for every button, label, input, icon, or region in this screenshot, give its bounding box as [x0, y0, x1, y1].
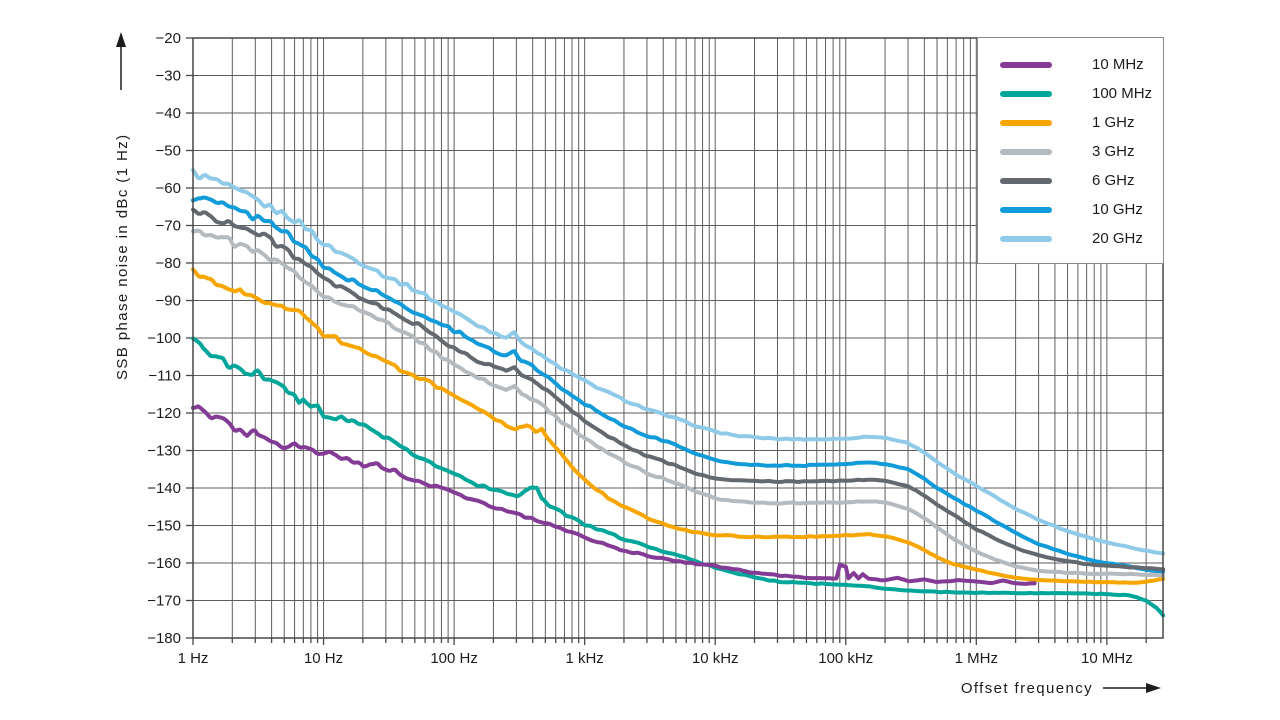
curve-10-mhz — [191, 404, 1037, 586]
y-tick-label: −130 — [147, 443, 181, 460]
curves — [191, 168, 1165, 618]
curve-3-ghz — [191, 228, 1165, 578]
y-tick-label: −90 — [156, 293, 181, 310]
legend-item-10-mhz: 10 MHz — [1000, 50, 1163, 79]
x-tick-label: 10 kHz — [692, 650, 739, 667]
legend-label: 3 GHz — [1092, 143, 1135, 160]
legend-swatch — [1000, 177, 1052, 184]
legend-swatch — [1000, 148, 1052, 155]
legend-label: 100 MHz — [1092, 85, 1153, 102]
y-tick-label: −110 — [148, 368, 181, 385]
y-tick-label: −40 — [156, 105, 181, 122]
y-tick-label: −60 — [156, 180, 181, 197]
legend-item-100-mhz: 100 MHz — [1000, 79, 1163, 108]
legend-item-3-ghz: 3 GHz — [1000, 137, 1163, 166]
legend-label: 10 GHz — [1092, 201, 1143, 218]
legend-label: 6 GHz — [1092, 172, 1135, 189]
y-tick-label: −80 — [156, 255, 181, 272]
legend-swatch — [1000, 119, 1052, 126]
legend-label: 10 MHz — [1092, 56, 1144, 73]
legend-label: 20 GHz — [1092, 230, 1143, 247]
y-tick-label: −50 — [156, 143, 181, 160]
y-tick-label: −100 — [147, 330, 181, 347]
y-tick-label: −180 — [147, 630, 181, 647]
x-tick-label: 1 MHz — [955, 650, 998, 667]
tick-labels: −20 −30 −40 −50 −60 −70 −80 −90 −100 −110 −120 −130… — [147, 30, 1133, 667]
x-tick-label: 100 Hz — [430, 650, 478, 667]
y-tick-label: −140 — [147, 480, 181, 497]
y-tick-label: −30 — [156, 68, 181, 85]
axis-ticks — [186, 37, 1147, 645]
legend-label: 1 GHz — [1092, 114, 1135, 131]
y-tick-label: −150 — [147, 518, 181, 535]
y-tick-label: −160 — [147, 555, 181, 572]
x-axis-label: Offset frequency — [961, 680, 1093, 697]
legend-item-6-ghz: 6 GHz — [1000, 166, 1163, 195]
legend: 10 MHz 100 MHz 1 GHz 3 GHz 6 GHz 10 GHz 20 GHz — [977, 37, 1164, 264]
curve-20-ghz — [191, 168, 1165, 556]
legend-item-10-ghz: 10 GHz — [1000, 195, 1163, 224]
x-tick-label: 10 MHz — [1081, 650, 1133, 667]
curve-1-ghz — [191, 267, 1165, 585]
x-axis-arrow-head — [1146, 683, 1161, 693]
curve-6-ghz — [191, 207, 1165, 572]
legend-item-20-ghz: 20 GHz — [1000, 224, 1163, 253]
curve-100-mhz — [191, 336, 1165, 618]
x-tick-label: 1 kHz — [565, 650, 603, 667]
legend-item-1-ghz: 1 GHz — [1000, 108, 1163, 137]
legend-swatch — [1000, 90, 1052, 97]
x-tick-label: 10 Hz — [304, 650, 343, 667]
plot-border — [192, 37, 1164, 639]
y-tick-label: −170 — [147, 593, 181, 610]
x-tick-label: 1 Hz — [178, 650, 209, 667]
y-axis-label: SSB phase noise in dBc (1 Hz) — [114, 133, 131, 380]
y-axis-arrow-head — [116, 32, 126, 47]
y-tick-label: −120 — [147, 405, 181, 422]
legend-swatch — [1000, 206, 1052, 213]
y-tick-label: −70 — [156, 218, 181, 235]
curve-10-ghz — [191, 195, 1165, 574]
legend-swatch — [1000, 235, 1052, 242]
legend-swatch — [1000, 61, 1052, 68]
y-tick-label: −20 — [156, 30, 181, 47]
x-tick-label: 100 kHz — [818, 650, 873, 667]
